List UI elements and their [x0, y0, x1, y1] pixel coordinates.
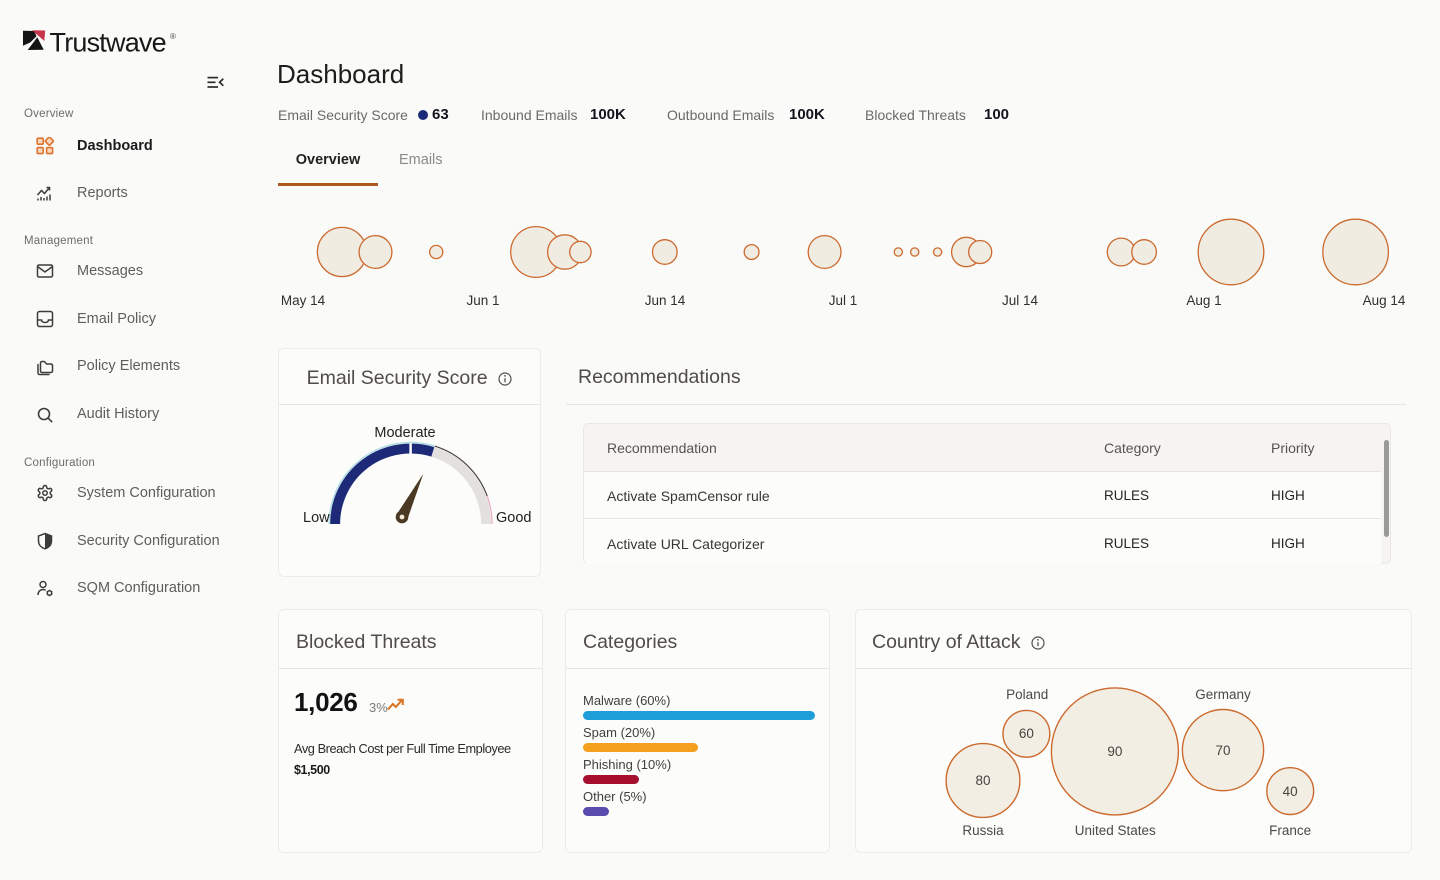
svg-text:40: 40 — [1283, 784, 1298, 799]
svg-text:80: 80 — [975, 773, 990, 788]
svg-text:United States: United States — [1075, 823, 1156, 838]
svg-text:90: 90 — [1107, 744, 1122, 759]
svg-text:Germany: Germany — [1195, 687, 1251, 702]
svg-text:Trustwave: Trustwave — [50, 30, 166, 56]
svg-text:France: France — [1269, 823, 1311, 838]
svg-text:®: ® — [170, 32, 176, 41]
svg-text:70: 70 — [1215, 743, 1230, 758]
svg-text:Poland: Poland — [1006, 687, 1048, 702]
svg-text:Russia: Russia — [962, 823, 1004, 838]
svg-text:60: 60 — [1019, 726, 1034, 741]
